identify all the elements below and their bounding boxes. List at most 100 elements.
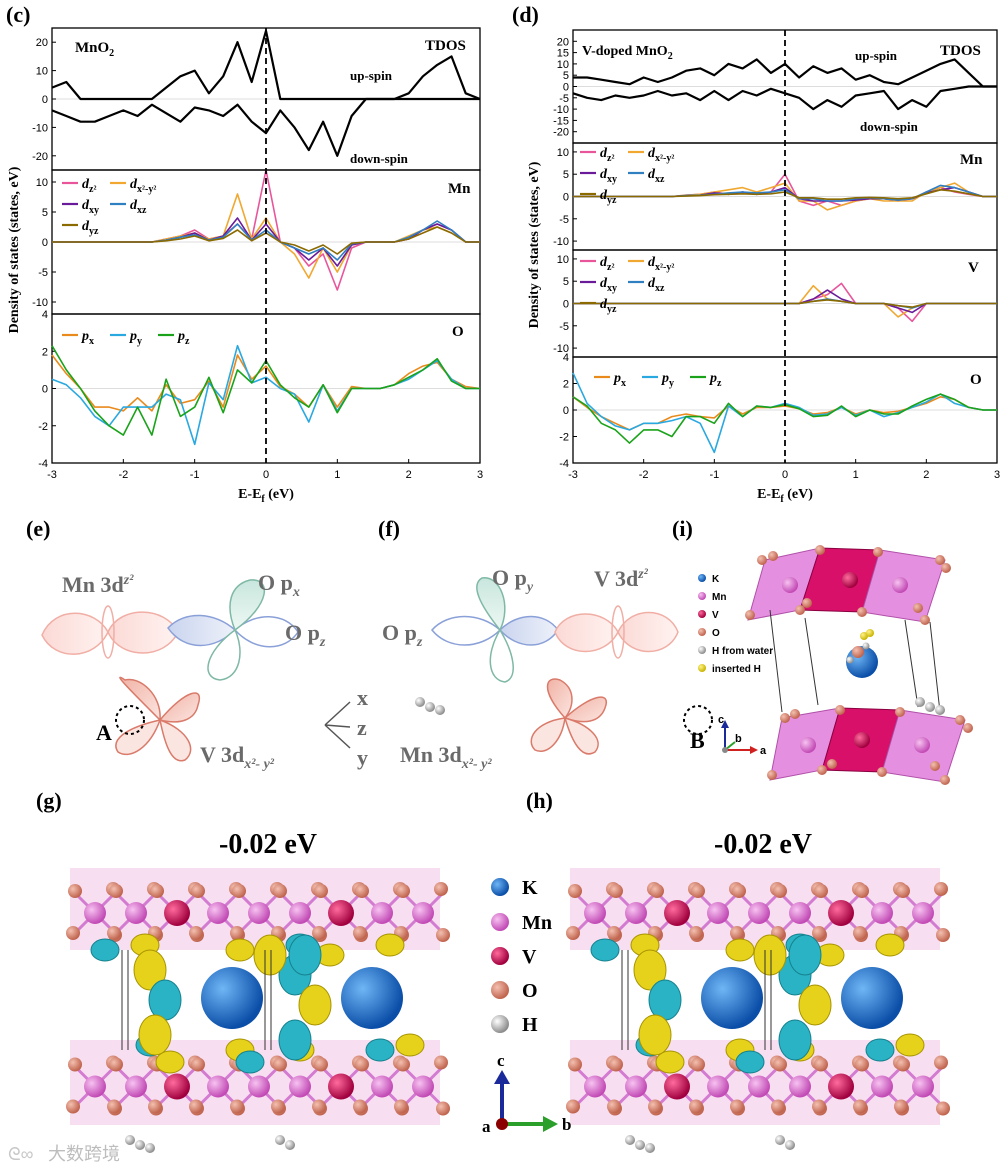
g-mn-atom (125, 1075, 147, 1098)
d-leg-d2-label-4: dyz (600, 297, 617, 315)
h-o-atom (609, 884, 623, 898)
d-ytick-label: 2 (563, 379, 569, 391)
g-o-atom (314, 884, 328, 898)
g-o-atom (109, 1057, 123, 1072)
g-interlayer-isosurface (138, 1014, 172, 1056)
h-o-atom (773, 1057, 787, 1072)
d-ytick-label: 20 (557, 36, 569, 48)
bottom-layer-o-atoms (767, 705, 973, 785)
d-ytick-label: 0 (563, 405, 569, 417)
axis-gh-a: a (482, 1117, 491, 1136)
g-o-atom (434, 1055, 448, 1070)
c-ytick-label: -5 (38, 267, 48, 279)
h-mn-atom (748, 902, 770, 924)
chart-c-mn-label: Mn (448, 181, 471, 197)
g-interlayer-isosurface (298, 984, 332, 1026)
g-o-atom (314, 1057, 328, 1072)
h-h-atom (625, 1135, 635, 1145)
panel-label-f: (f) (378, 516, 400, 541)
g-o-atom (109, 884, 123, 898)
h-interlayer-isosurface (798, 984, 832, 1026)
h-o-atom (732, 884, 746, 898)
site-label-a: A (96, 720, 112, 745)
chart-d-up-spin-label: up-spin (855, 48, 898, 63)
g-isosurface-lobe (155, 1050, 185, 1074)
c-series-o-px (51, 354, 481, 412)
h-mn-atom (789, 1075, 811, 1098)
watermark-text: 大数跨境 (48, 1144, 120, 1164)
g-mn-atom (412, 902, 434, 924)
d-ytick-label: 10 (557, 59, 569, 71)
bottom-octahedral-layer (769, 707, 966, 783)
g-o-atom (273, 1057, 287, 1072)
chart-d-xlabel: E-Ef (eV) (757, 487, 813, 505)
c-xtick-label: 1 (334, 469, 340, 481)
h-o-atom (566, 926, 580, 940)
g-o-atom (107, 926, 121, 940)
g-h-atom (125, 1135, 135, 1145)
chart-d-tdos-label: TDOS (940, 43, 981, 59)
mn-dz2-orbital (41, 605, 179, 659)
d-leg-p-label-2: pz (709, 371, 722, 389)
g-interlayer-isosurface (278, 1019, 312, 1061)
legend-i-inserted-h: inserted H (712, 664, 761, 675)
chart-d-plot: -20-15-10-505101520-10-50510-10-50510-4-… (553, 29, 1000, 481)
chart-d-o-label: O (970, 372, 982, 388)
axis-gh-c: c (497, 1051, 505, 1070)
g-h-atom (145, 1143, 155, 1153)
d-leg-d1-label-1: dx²-y² (648, 146, 674, 164)
legend-i-o: O (712, 628, 720, 639)
legend-i-mn: Mn (712, 592, 726, 603)
legend-i-k: K (712, 574, 720, 585)
h-v-atom (828, 900, 854, 926)
legend-gh: K Mn V O H (491, 877, 552, 1036)
d-ytick-label: 5 (563, 70, 569, 82)
h-h-atom (935, 705, 945, 715)
h-o-atom (566, 1099, 580, 1114)
d-ytick-label: 15 (557, 48, 569, 60)
site-marker-a: A (96, 705, 145, 745)
h-isosurface-lobe (865, 1038, 895, 1062)
charge-density-structure-g (66, 697, 450, 1153)
h-o-atom (771, 1099, 785, 1114)
site-label-b: B (690, 728, 705, 753)
h-h-atom (775, 1135, 785, 1145)
label-o-py: O py (492, 565, 534, 595)
chart-d-dos: -20-15-10-505101520-10-50510-10-50510-4-… (527, 29, 1000, 505)
h-o-atom (607, 926, 621, 940)
h-isosurface-lobe (875, 933, 905, 957)
o-p-orbitals (167, 579, 299, 681)
d-xtick-label: 3 (994, 469, 1000, 481)
h-o-atom (730, 1099, 744, 1114)
legend-gh-v: V (522, 946, 537, 968)
c-panel-mn: -10 -5 0 5 10 (32, 169, 481, 315)
c-leg-d-label-1: dx²-y² (130, 177, 156, 195)
c-series-o-py (51, 344, 480, 446)
d-ytick-label: -20 (553, 127, 569, 139)
d-xtick-label: 1 (853, 469, 859, 481)
chart-d-legend-p: px py pz (594, 371, 722, 389)
panel-label-e: (e) (26, 516, 50, 541)
chart-c-legend-p: px py pz (62, 329, 190, 347)
h-o-atom (689, 926, 703, 940)
label-o-pz-f: O pz (382, 620, 423, 650)
axis-i-b: b (735, 733, 742, 745)
chart-c-title: MnO2 (75, 40, 114, 59)
h-o-atom (853, 1099, 867, 1114)
c-leg-d-label-3: dxz (130, 198, 147, 216)
d-ytick-label: -5 (559, 321, 569, 333)
h-isosurface-lobe (735, 1050, 765, 1074)
h-o-atom (894, 1099, 908, 1114)
g-o-atom (353, 926, 367, 940)
g-mn-atom (84, 1075, 106, 1098)
h-o-atom (609, 1057, 623, 1072)
chart-c-down-spin-label: down-spin (350, 151, 409, 166)
c-ytick-label: 10 (36, 177, 48, 189)
c-leg-p-label-0: px (81, 329, 94, 347)
h-mn-atom (912, 902, 934, 924)
legend-gh-h: H (522, 1014, 538, 1036)
h-mn-atom (871, 902, 893, 924)
h-o-atom (812, 926, 826, 940)
h-o-atom (853, 926, 867, 940)
h-o-atom (812, 1099, 826, 1114)
